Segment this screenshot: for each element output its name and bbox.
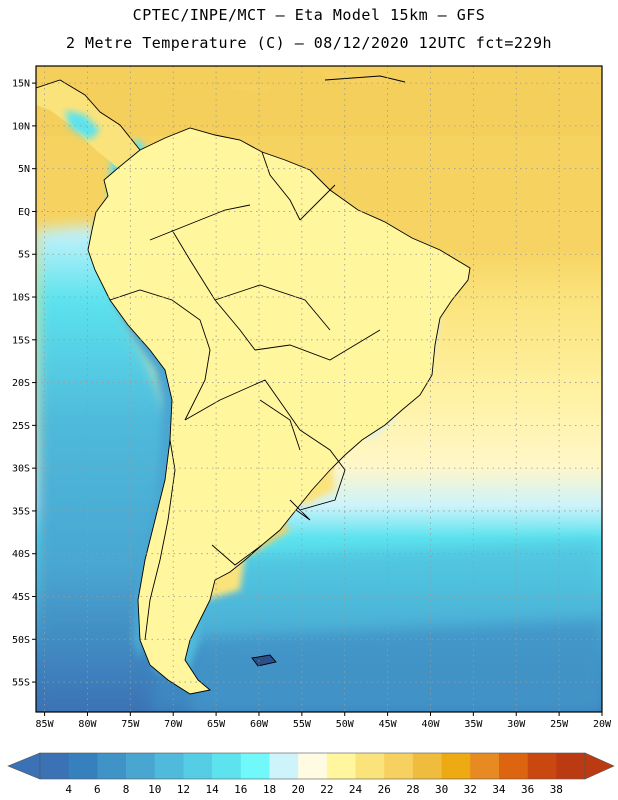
map-frame <box>35 65 603 713</box>
lat-tick-label: EQ <box>18 207 30 218</box>
colorbar-border <box>39 752 586 780</box>
lat-tick-label: 5S <box>18 250 30 261</box>
colorbar-label: 4 <box>65 783 72 796</box>
colorbar-label: 14 <box>205 783 219 796</box>
colorbar-segment <box>269 753 299 779</box>
colorbar-label: 36 <box>521 783 534 796</box>
colorbar-segment <box>212 753 242 779</box>
colorbar-segment <box>183 753 213 779</box>
lon-tick-label: 55W <box>293 719 312 730</box>
colorbar-segment <box>384 753 414 779</box>
colorbar-label: 8 <box>123 783 130 796</box>
colorbar-segment <box>355 753 385 779</box>
lat-tick-label: 15N <box>12 79 30 90</box>
lat-tick-label: 25S <box>12 421 30 432</box>
lat-tick-label: 10S <box>12 293 30 304</box>
lon-tick-label: 85W <box>36 719 55 730</box>
colorbar-segment <box>527 753 557 779</box>
colorbar-label: 26 <box>378 783 391 796</box>
lon-tick-label: 50W <box>336 719 355 730</box>
colorbar: 4 6 8 10 12 14 16 18 20 22 24 26 28 30 32 34 36 38 <box>7 752 615 796</box>
lat-tick-label: 15S <box>12 335 30 346</box>
lat-tick-label: 35S <box>12 506 30 517</box>
colorbar-segment <box>441 753 471 779</box>
colorbar-label: 34 <box>492 783 506 796</box>
lat-tick-label: 30S <box>12 464 30 475</box>
colorbar-label: 32 <box>464 783 477 796</box>
colorbar-label: 12 <box>177 783 190 796</box>
lon-tick-label: 35W <box>464 719 483 730</box>
colorbar-segment <box>556 753 586 779</box>
colorbar-segment <box>97 753 127 779</box>
colorbar-segment <box>298 753 328 779</box>
lon-tick-label: 70W <box>164 719 183 730</box>
lon-tick-label: 30W <box>507 719 526 730</box>
lon-tick-label: 40W <box>421 719 440 730</box>
colorbar-label: 30 <box>435 783 448 796</box>
lat-tick-label: 55S <box>12 678 30 689</box>
map-field <box>36 66 602 712</box>
colorbar-label: 38 <box>550 783 563 796</box>
lat-tick-label: 45S <box>12 592 30 603</box>
colorbar-segment <box>470 753 500 779</box>
map-subtitle: 2 Metre Temperature (C) – 08/12/2020 12U… <box>65 34 553 52</box>
colorbar-segment <box>68 753 98 779</box>
lon-tick-label: 75W <box>121 719 140 730</box>
lon-tick-label: 80W <box>78 719 97 730</box>
graticule <box>36 66 602 712</box>
colorbar-arrow-high <box>584 752 615 780</box>
colorbar-label: 6 <box>94 783 101 796</box>
colorbar-label: 10 <box>148 783 161 796</box>
lon-tick-label: 60W <box>250 719 269 730</box>
longitude-axis: 85W 80W 75W 70W 65W 60W 55W 50W 45W 40W 35W 30W 25W 2… <box>36 712 612 730</box>
lat-tick-label: 5N <box>18 164 30 175</box>
lon-tick-label: 20W <box>593 719 612 730</box>
lat-tick-label: 40S <box>12 549 30 560</box>
colorbar-segment <box>240 753 270 779</box>
lat-tick-label: 20S <box>12 378 30 389</box>
colorbar-label: 22 <box>320 783 333 796</box>
lon-tick-label: 45W <box>379 719 398 730</box>
colorbar-segment <box>498 753 528 779</box>
lat-tick-label: 10N <box>12 121 30 132</box>
colorbar-arrow-low <box>7 752 41 780</box>
colorbar-segment <box>40 753 69 779</box>
colorbar-label: 18 <box>263 783 276 796</box>
colorbar-segment <box>326 753 356 779</box>
colorbar-segment <box>412 753 442 779</box>
map-title: CPTEC/INPE/MCT – Eta Model 15km – GFS <box>132 6 486 24</box>
colorbar-label: 20 <box>292 783 305 796</box>
lat-tick-label: 50S <box>12 635 30 646</box>
colorbar-segment <box>154 753 184 779</box>
lon-tick-label: 25W <box>550 719 569 730</box>
colorbar-label: 24 <box>349 783 363 796</box>
colorbar-segment <box>126 753 156 779</box>
latitude-axis: 15N 10N 5N EQ 5S 10S 15S 20S 25S 30S 35S 40S 45S 50S 5… <box>12 79 36 689</box>
colorbar-label: 16 <box>234 783 247 796</box>
lon-tick-label: 65W <box>207 719 226 730</box>
colorbar-label: 28 <box>406 783 419 796</box>
